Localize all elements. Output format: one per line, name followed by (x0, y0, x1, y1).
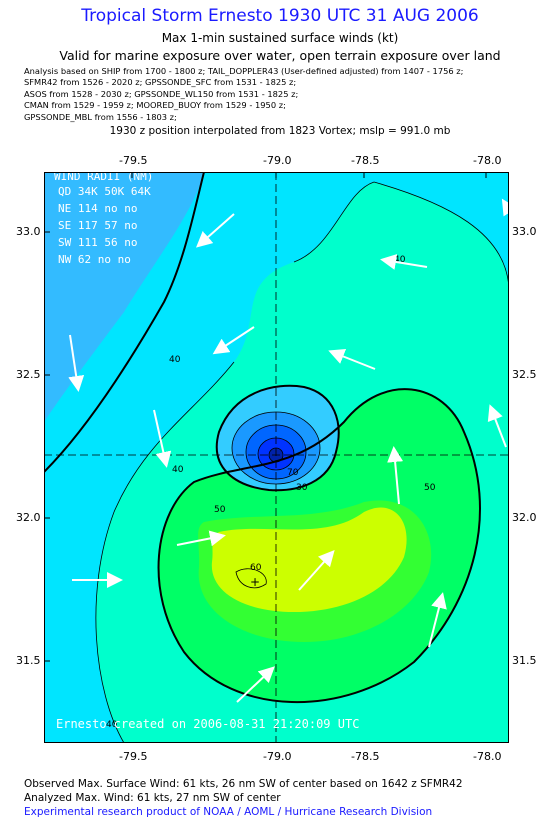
contour-line-60 (235, 568, 267, 589)
wind-vector (487, 404, 507, 448)
lon-tick-top: -78.5 (351, 154, 380, 167)
lon-tick-top: -78.0 (473, 154, 502, 167)
wind-vector (428, 592, 447, 648)
wind-vector (380, 254, 428, 270)
lat-tick-left: 32.0 (16, 511, 41, 524)
valid-line: Valid for marine exposure over water, op… (59, 48, 501, 63)
contour-label: 40 (172, 465, 184, 475)
analyzed-max-wind: Analyzed Max. Wind: 61 kts, 27 nm SW of … (24, 792, 281, 804)
wind-vector (68, 334, 85, 392)
wind-radii-title: WIND RADII (NM) (54, 172, 153, 183)
wind-radii-row: NW 62 no no (58, 253, 131, 266)
wind-vector (196, 213, 235, 248)
wind-vector (176, 530, 226, 547)
contour-label: 50 (424, 483, 436, 493)
lat-tick-right: 32.0 (512, 511, 537, 524)
contour-line-40 (373, 181, 509, 293)
wind-radii-row: SW 111 56 no (58, 236, 137, 249)
wind-radii-table: WIND RADII (NM) QD 34K 50K 64K NE 114 no… (54, 172, 153, 266)
contour-label: 40 (394, 255, 406, 265)
analysis-line: SFMR42 from 1526 - 2020 z; GPSSONDE_SFC … (24, 77, 297, 88)
max-wind-marker: + (250, 575, 260, 589)
observed-max-wind: Observed Max. Surface Wind: 61 kts, 26 n… (24, 778, 463, 790)
lat-tick-right: 32.5 (512, 368, 537, 381)
lon-tick-bottom: -78.5 (351, 750, 380, 763)
contour-label: 70 (287, 468, 299, 478)
wind-radii-row: SE 117 57 no (58, 219, 137, 232)
land-area (44, 172, 204, 422)
analysis-line: ASOS from 1528 - 2030 z; GPSSONDE_WL150 … (24, 88, 299, 99)
position-line: 1930 z position interpolated from 1823 V… (109, 125, 451, 137)
lat-tick-right: 31.5 (512, 654, 537, 667)
product-credit[interactable]: Experimental research product of NOAA / … (24, 806, 433, 818)
wind-field-map: + 40 40 40 40 50 50 60 30 70 W (44, 172, 509, 743)
created-credit: Ernesto created on 2006-08-31 21:20:09 U… (56, 717, 359, 731)
contour-line-34 (44, 172, 205, 473)
contour-label: 30 (296, 483, 308, 493)
wind-vector (298, 550, 335, 591)
lon-tick-top: -79.0 (263, 154, 292, 167)
contour-label: 40 (169, 355, 181, 365)
lon-tick-bottom: -79.5 (119, 750, 148, 763)
wind-vector (387, 446, 404, 505)
lat-tick-left: 32.5 (16, 368, 41, 381)
wind-radii-header: QD 34K 50K 64K (58, 185, 151, 198)
contour-line-40 (95, 361, 235, 743)
contour-label: 60 (250, 563, 262, 573)
analysis-line: Analysis based on SHIP from 1700 - 1800 … (24, 66, 464, 76)
wind-radii-row: NE 114 no no (58, 202, 137, 215)
contour-70-area (211, 507, 407, 612)
map-title: Tropical Storm Ernesto 1930 UTC 31 AUG 2… (81, 6, 479, 26)
lat-tick-right: 33.0 (512, 225, 537, 238)
contour-line-50 (157, 388, 481, 704)
analysis-line: CMAN from 1529 - 1959 z; MOORED_BUOY fro… (24, 100, 286, 111)
wind-vector (153, 409, 172, 468)
contour-label: 50 (214, 505, 226, 515)
wind-vector (328, 348, 376, 370)
contour-label: 40 (106, 720, 118, 730)
lat-tick-left: 31.5 (16, 654, 41, 667)
lon-tick-bottom: -78.0 (473, 750, 502, 763)
analysis-sources: Analysis based on SHIP from 1700 - 1800 … (24, 66, 544, 123)
lon-tick-top: -79.5 (119, 154, 148, 167)
lon-tick-bottom: -79.0 (263, 750, 292, 763)
lat-tick-left: 33.0 (16, 225, 41, 238)
map-subtitle: Max 1-min sustained surface winds (kt) (161, 31, 399, 45)
contour-line-40 (293, 181, 375, 263)
wind-vector (212, 326, 255, 355)
analysis-line: GPSSONDE_MBL from 1556 - 1803 z; (24, 111, 177, 122)
wind-vector (236, 666, 275, 703)
